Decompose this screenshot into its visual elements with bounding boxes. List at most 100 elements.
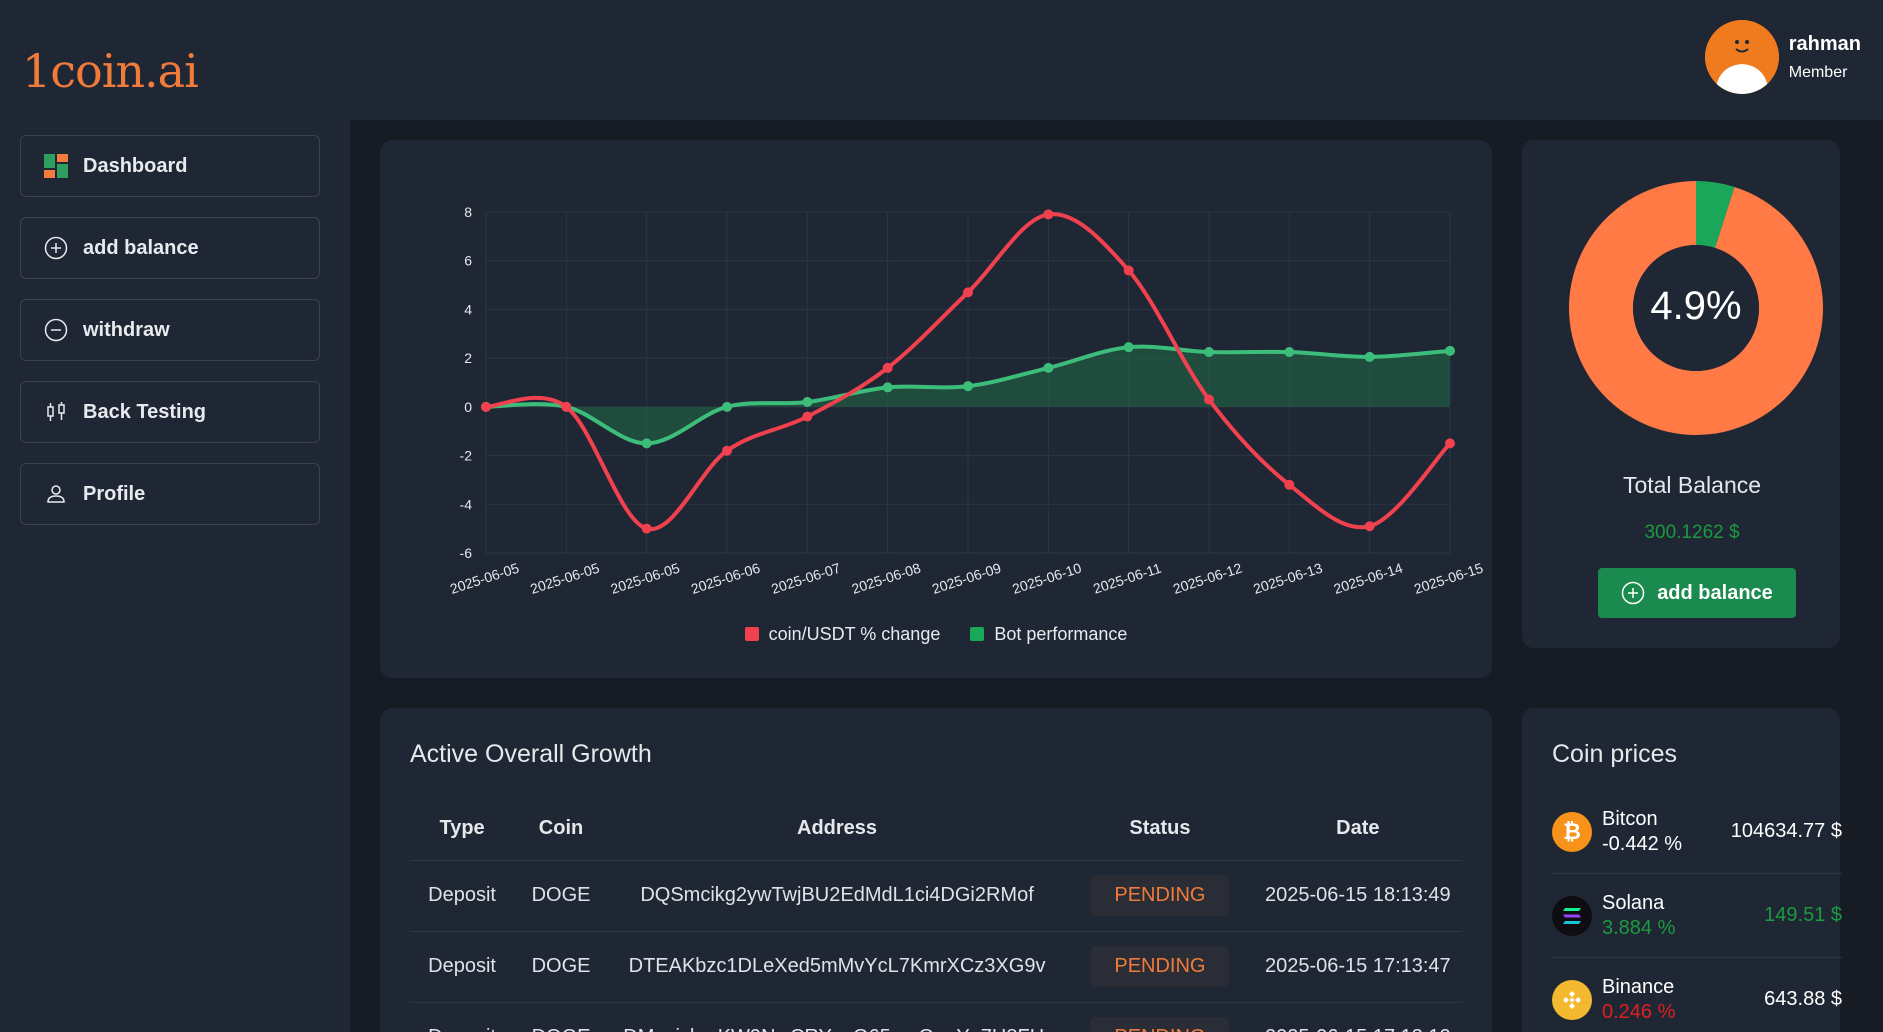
minus-circle-icon: [43, 317, 69, 343]
growth-table-card: Active Overall Growth Type Coin Address …: [380, 708, 1492, 1032]
add-balance-label: add balance: [1657, 581, 1773, 604]
coin-row-bitcoin[interactable]: ₿ Bitcon -0.442 % 104634.77 $: [1552, 790, 1842, 874]
sidebar-item-withdraw[interactable]: withdraw: [20, 299, 320, 361]
add-balance-button[interactable]: add balance: [1598, 568, 1796, 618]
coin-change: 0.246 %: [1602, 1000, 1676, 1023]
user-role: Member: [1788, 63, 1848, 81]
bot-performance-point: [802, 396, 813, 407]
y-tick-label: 8: [464, 204, 472, 220]
legend-swatch: [744, 627, 759, 641]
column-header: Coin: [514, 798, 608, 861]
legend-item-coin[interactable]: coin/USDT % change: [744, 624, 940, 645]
donut-hole: [1633, 245, 1759, 371]
coin-change-point: [1043, 209, 1054, 220]
sidebar-item-label: add balance: [83, 236, 199, 259]
growth-title: Active Overall Growth: [410, 740, 652, 768]
bot-performance-point: [641, 438, 652, 449]
coin-name: Bitcon: [1602, 807, 1658, 830]
plus-circle-icon: [43, 235, 69, 261]
x-tick-label: 2025-06-05: [448, 560, 521, 597]
coin-change-point: [1204, 394, 1214, 405]
x-tick-label: 2025-06-08: [850, 560, 923, 597]
y-tick-label: -4: [460, 496, 473, 512]
coin-change-point: [481, 401, 491, 412]
user-icon: [43, 481, 69, 507]
x-tick-label: 2025-06-06: [689, 560, 762, 597]
legend-swatch: [970, 627, 985, 641]
plus-circle-icon: [1621, 581, 1645, 605]
bot-performance-area: [486, 346, 1450, 444]
sidebar-item-back-testing[interactable]: Back Testing: [20, 381, 320, 443]
coin-change-point: [963, 287, 973, 298]
x-tick-label: 2025-06-05: [609, 560, 682, 597]
coin-row-solana[interactable]: Solana 3.884 % 149.51 $: [1552, 874, 1842, 958]
x-tick-label: 2025-06-05: [528, 560, 601, 597]
chart-legend: coin/USDT % change Bot performance: [380, 624, 1492, 645]
avatar-figure-icon: [1704, 20, 1779, 94]
coin-change: 3.884 %: [1602, 916, 1676, 939]
x-tick-label: 2025-06-12: [1171, 560, 1244, 597]
table-row: Deposit DOGE DTEAKbzc1DLeXed5mMvYcL7KmrX…: [410, 931, 1462, 1003]
legend-item-bot[interactable]: Bot performance: [970, 624, 1127, 645]
balance-donut-chart: [1569, 181, 1823, 435]
bot-performance-point: [1043, 362, 1054, 373]
coin-name: Solana: [1602, 891, 1665, 914]
coin-prices-card: Coin prices ₿ Bitcon -0.442 % 104634.77 …: [1522, 708, 1842, 1032]
sidebar-item-label: Dashboard: [83, 154, 188, 177]
donut-slice-growth: [1696, 181, 1735, 248]
coin-change-point: [641, 523, 652, 534]
x-tick-label: 2025-06-13: [1251, 560, 1324, 597]
solana-icon: [1552, 895, 1592, 936]
sidebar-item-label: withdraw: [83, 318, 170, 341]
donut-percentage: 4.9%: [1650, 284, 1742, 328]
column-header: Type: [410, 798, 515, 861]
bitcoin-icon: ₿: [1552, 811, 1592, 852]
table-row: Deposit DOGE DQSmcikg2ywTwjBU2EdMdL1ci4D…: [410, 860, 1462, 932]
bot-performance-point: [1123, 342, 1134, 353]
user-menu[interactable]: rahman Member: [1704, 20, 1861, 94]
bot-performance-point: [1204, 347, 1214, 358]
x-tick-label: 2025-06-14: [1332, 560, 1405, 597]
bot-performance-point: [1364, 351, 1375, 362]
coin-change-point: [561, 401, 572, 412]
bot-performance-point: [963, 381, 973, 392]
coin-change: -0.442 %: [1602, 832, 1683, 855]
bot-performance-point: [722, 401, 732, 412]
coin-prices-title: Coin prices: [1552, 740, 1678, 768]
coin-price: 643.88 $: [1764, 988, 1842, 1010]
y-tick-label: 4: [464, 301, 472, 317]
coin-price: 104634.77 $: [1730, 820, 1842, 842]
coin-row-binance[interactable]: Binance 0.246 % 643.88 $: [1552, 958, 1842, 1032]
x-tick-label: 2025-06-11: [1091, 560, 1163, 597]
performance-chart-card: 8 6 4 2 0 -2 -4 -6 2025-06-05 2025-06-05 2025-06-0…: [380, 140, 1492, 678]
row-date: 2025-06-15 18:13:49: [1253, 860, 1462, 932]
top-bar: 1coin.ai rahman Member: [0, 0, 1883, 120]
sidebar-item-label: Profile: [83, 482, 146, 505]
y-tick-label: -2: [460, 448, 473, 464]
bot-performance-point: [882, 382, 893, 393]
total-balance-value: 300.1262 $: [1644, 522, 1740, 543]
bot-performance-point: [1284, 347, 1295, 358]
balance-card: 4.9% Total Balance 300.1262 $ add balanc…: [1522, 140, 1840, 648]
coin-change-point: [722, 445, 732, 456]
sidebar-item-add-balance[interactable]: add balance: [20, 217, 320, 279]
avatar[interactable]: [1704, 20, 1779, 94]
sidebar-item-dashboard[interactable]: Dashboard: [20, 135, 320, 197]
coin-price: 149.51 $: [1764, 904, 1842, 926]
y-tick-label: 6: [464, 253, 472, 269]
y-tick-label: 2: [464, 350, 472, 366]
sidebar-item-label: Back Testing: [83, 400, 206, 423]
sidebar-item-profile[interactable]: Profile: [20, 463, 320, 525]
column-header: Date: [1253, 798, 1462, 861]
row-address: DMrwishmKW9NwCRYzgG65amQppYn7H8FHr: [607, 1002, 1067, 1032]
row-coin: DOGE: [514, 931, 608, 1003]
brand-logo[interactable]: 1coin.ai: [22, 44, 199, 98]
row-date: 2025-06-15 17:13:47: [1253, 931, 1462, 1003]
x-tick-label: 2025-06-15: [1412, 560, 1485, 597]
y-tick-label: -6: [460, 545, 473, 561]
status-badge: PENDING: [1090, 946, 1230, 987]
candlestick-icon: [43, 399, 69, 425]
coin-name: Binance: [1602, 975, 1675, 998]
coin-change-point: [1445, 438, 1455, 449]
